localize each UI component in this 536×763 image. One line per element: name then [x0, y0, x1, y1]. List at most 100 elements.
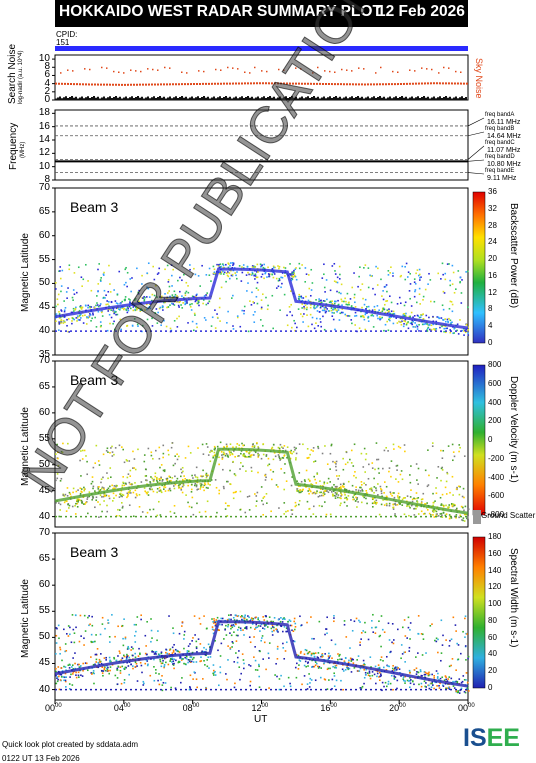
scatter-cell — [330, 307, 333, 310]
scatter-cell — [125, 666, 127, 669]
scatter-cell — [82, 662, 85, 665]
scatter-cell — [77, 671, 80, 674]
scatter-cell — [362, 297, 364, 300]
scatter-cell — [137, 655, 140, 657]
scatter-cell — [328, 656, 331, 658]
scatter-cell — [401, 653, 404, 655]
scatter-cell — [317, 325, 320, 327]
freq-band-label: freq bandE — [485, 168, 515, 174]
scatter-cell — [293, 319, 295, 322]
scatter-cell — [394, 514, 396, 517]
scatter-cell — [390, 674, 393, 677]
search-noise-bar — [117, 97, 119, 100]
scatter-cell — [205, 443, 208, 445]
lat-ytick-2: 50 — [38, 277, 50, 289]
scatter-cell — [404, 497, 406, 499]
scatter-cell — [205, 319, 207, 321]
scatter-cell — [206, 665, 209, 668]
scatter-cell — [102, 670, 105, 672]
scatter-cell — [109, 666, 112, 668]
scatter-cell — [442, 512, 445, 514]
scatter-cell — [444, 272, 447, 275]
scatter-cell — [408, 505, 411, 508]
scatter-cell — [167, 292, 169, 294]
scatter-cell — [305, 308, 308, 311]
scatter-cell — [225, 272, 228, 275]
scatter-cell — [226, 480, 228, 483]
scatter-cell — [105, 294, 107, 297]
scatter-cell — [244, 614, 246, 617]
scatter-cell — [164, 486, 167, 489]
scatter-cell — [112, 492, 115, 495]
scatter-cell — [126, 492, 129, 495]
scatter-cell — [214, 623, 217, 626]
scatter-cell — [397, 667, 399, 669]
scatter-cell — [306, 662, 309, 664]
scatter-cell — [194, 483, 197, 485]
scatter-cell — [380, 488, 382, 490]
scatter-cell — [303, 675, 306, 677]
scatter-cell — [417, 467, 420, 470]
scatter-cell — [155, 672, 157, 674]
scatter-cell — [339, 483, 342, 486]
search-noise-bar — [167, 97, 169, 100]
scatter-cell — [318, 620, 321, 623]
scatter-cell — [90, 672, 93, 674]
noise-point — [157, 69, 159, 71]
scatter-cell — [186, 651, 189, 654]
scatter-cell — [101, 486, 104, 489]
scatter-cell — [207, 656, 210, 659]
scatter-cell — [78, 309, 81, 312]
scatter-cell — [341, 300, 343, 303]
scatter-cell — [55, 682, 58, 685]
scatter-cell — [289, 311, 291, 313]
scatter-cell — [430, 324, 433, 327]
scatter-cell — [337, 496, 339, 499]
scatter-cell — [187, 322, 189, 324]
search-noise-bar — [435, 98, 437, 100]
scatter-cell — [271, 624, 274, 626]
scatter-cell — [56, 443, 58, 446]
scatter-cell — [162, 681, 165, 684]
scatter-cell — [211, 628, 214, 631]
scatter-cell — [148, 303, 151, 306]
scatter-cell — [132, 647, 134, 650]
scatter-cell — [283, 657, 286, 660]
scatter-cell — [347, 480, 350, 483]
scatter-cell — [123, 461, 126, 464]
scatter-cell — [333, 620, 335, 623]
scatter-cell — [465, 672, 468, 674]
scatter-cell — [66, 495, 69, 497]
scatter-cell — [169, 295, 171, 298]
scatter-cell — [83, 488, 86, 490]
scatter-cell — [171, 294, 174, 296]
lat-ytick-3: 50 — [38, 458, 50, 470]
scatter-cell — [89, 313, 91, 315]
scatter-cell — [152, 651, 155, 653]
scatter-cell — [292, 271, 295, 274]
scatter-cell — [110, 660, 112, 663]
scatter-cell — [424, 671, 427, 674]
scatter-cell — [251, 265, 254, 267]
scatter-cell — [360, 638, 362, 640]
scatter-cell — [364, 458, 367, 461]
scatter-cell — [354, 301, 356, 304]
freq-ytick: 18 — [38, 107, 50, 119]
scatter-cell — [101, 510, 103, 513]
scatter-cell — [60, 319, 63, 321]
scatter-cell — [367, 638, 370, 641]
scatter-cell — [175, 480, 178, 482]
scatter-cell — [241, 442, 243, 445]
scatter-cell — [83, 489, 86, 492]
scatter-cell — [165, 325, 168, 328]
scatter-cell — [78, 499, 81, 501]
scatter-cell — [418, 293, 421, 296]
scatter-cell — [335, 664, 338, 667]
scatter-cell — [466, 633, 468, 635]
scatter-cell — [149, 481, 152, 484]
scatter-cell — [321, 653, 324, 655]
scatter-cell — [238, 666, 241, 668]
scatter-cell — [253, 446, 256, 448]
scatter-cell — [151, 488, 153, 491]
scatter-cell — [146, 653, 148, 656]
